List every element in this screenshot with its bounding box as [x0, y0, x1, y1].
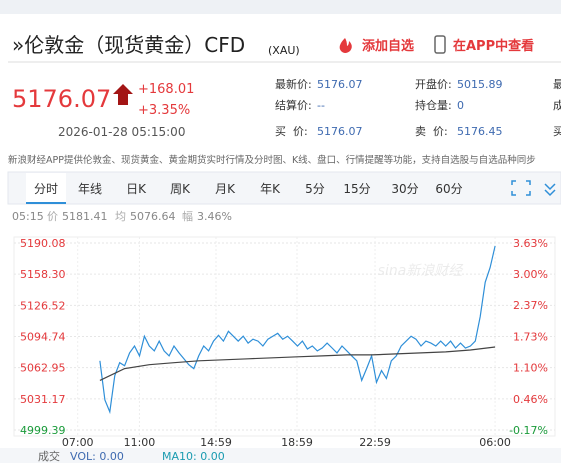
phone-icon [434, 35, 446, 54]
tab[interactable]: 年线 [78, 182, 102, 196]
tab[interactable]: 30分 [391, 182, 418, 196]
change: +168.01 [138, 82, 194, 97]
series-line [99, 245, 496, 415]
y2-tick-label: 2.37% [513, 299, 548, 312]
fullscreen-icon[interactable] [511, 180, 531, 196]
ma10: MA10: 0.00 [162, 450, 225, 463]
field-value: 5176.07 [317, 125, 363, 138]
field-label: 开盘价: [415, 77, 452, 91]
field-value: 0 [457, 99, 464, 112]
cut-label: 最 [553, 78, 561, 91]
y2-tick-label: -0.17% [509, 424, 548, 437]
y2-tick-label: 3.00% [513, 268, 548, 281]
cut-label: 成 [553, 99, 561, 112]
y-tick-label: 5062.95 [20, 362, 66, 375]
field-label: 最新价: [275, 77, 312, 91]
field-value: 5176.45 [457, 125, 503, 138]
footer-bar [0, 448, 561, 463]
title: »伦敦金（现货黄金）CFD [12, 33, 245, 57]
y2-tick-label: 1.73% [513, 331, 548, 344]
fire-icon [339, 38, 352, 53]
y-tick-label: 5158.30 [20, 268, 66, 281]
tab-bar [7, 171, 561, 205]
open-app[interactable]: 在APP中查看 [453, 38, 534, 54]
add-watch[interactable]: 添加自选 [362, 38, 414, 54]
tab[interactable]: 15分 [343, 182, 370, 196]
x-tick-label: 07:00 [62, 436, 94, 449]
y2-tick-label: 1.10% [513, 362, 548, 375]
info-avg-label: 均 [115, 210, 126, 223]
info-range: 3.46% [197, 210, 232, 223]
x-tick-label: 18:59 [281, 436, 313, 449]
y2-tick-label: 0.46% [513, 393, 548, 406]
tab[interactable]: 年K [260, 182, 281, 196]
notice: 新浪财经APP提供伦敦金、现货黄金、黄金期货实时行情及分时图、K线、盘口、行情提… [8, 154, 536, 166]
cut-label: 买 [553, 125, 561, 138]
series-line [99, 346, 496, 381]
y2-tick-label: 3.63% [513, 237, 548, 250]
field-value: -- [317, 99, 325, 112]
info-price-label: 价 [47, 210, 58, 223]
volume-label: 成交 [38, 449, 60, 463]
volume: VOL: 0.00 [70, 450, 124, 463]
info-range-label: 幅 [182, 210, 193, 223]
info-time: 05:15 [12, 210, 44, 223]
quote-time: 2026-01-28 05:15:00 [58, 125, 185, 139]
field-label: 买 价: [275, 125, 308, 138]
active-tab-bg [26, 173, 66, 203]
tab[interactable]: 日K [126, 182, 147, 196]
field-label: 持仓量: [415, 98, 452, 112]
field-value: 5015.89 [457, 78, 503, 91]
change-pct: +3.35% [138, 103, 190, 118]
up-arrow [113, 84, 133, 105]
info-price: 5181.41 [62, 210, 108, 223]
tab[interactable]: 分时 [34, 182, 58, 196]
tab[interactable]: 60分 [435, 182, 462, 196]
field-label: 结算价: [275, 98, 312, 112]
expand-icon[interactable] [544, 183, 556, 197]
field-label: 卖 价: [415, 125, 448, 138]
info-avg: 5076.64 [130, 210, 176, 223]
watermark: sina新浪财经 [378, 263, 465, 279]
x-tick-label: 06:00 [479, 436, 511, 449]
tab[interactable]: 5分 [305, 182, 325, 196]
y-tick-label: 4999.39 [20, 424, 66, 437]
x-tick-label: 14:59 [200, 436, 232, 449]
x-tick-label: 22:59 [359, 436, 391, 449]
y-tick-label: 5190.08 [20, 237, 66, 250]
y-tick-label: 5126.52 [20, 299, 66, 312]
field-value: 5176.07 [317, 78, 363, 91]
x-tick-label: 11:00 [124, 436, 156, 449]
top-bar [0, 0, 561, 14]
code: (XAU) [268, 44, 300, 57]
price: 5176.07 [12, 85, 111, 113]
tab[interactable]: 周K [170, 182, 191, 196]
y-tick-label: 5031.17 [20, 393, 66, 406]
y-tick-label: 5094.74 [20, 330, 66, 343]
tab[interactable]: 月K [215, 182, 236, 196]
